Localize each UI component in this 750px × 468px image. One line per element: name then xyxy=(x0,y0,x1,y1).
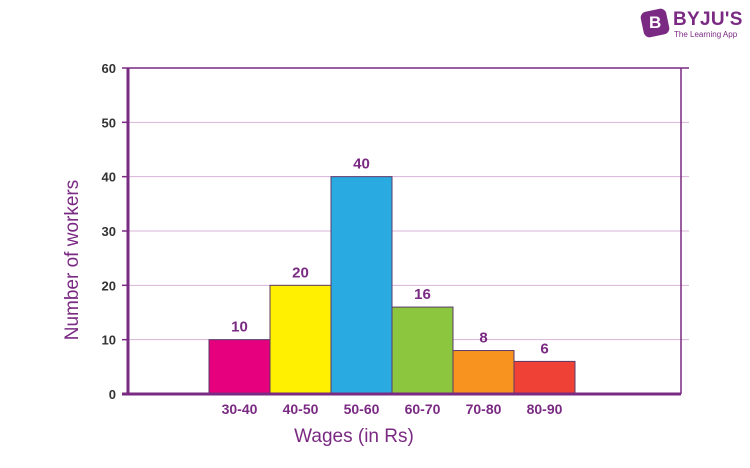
bar-30-40 xyxy=(208,339,271,395)
bar-data-label: 40 xyxy=(353,156,370,173)
x-axis-title: Wages (in Rs) xyxy=(294,426,414,447)
bar-data-labels: 10 20 40 16 8 6 xyxy=(231,156,549,358)
x-tick-label: 30-40 xyxy=(222,401,258,417)
bar-data-label: 10 xyxy=(231,319,248,336)
bar-data-label: 6 xyxy=(540,340,548,357)
y-tick-label: 30 xyxy=(102,224,116,239)
y-tick-label: 0 xyxy=(109,387,116,402)
bar-80-90 xyxy=(513,360,576,395)
y-tick-label: 10 xyxy=(102,333,116,348)
x-tick-label: 70-80 xyxy=(466,401,502,417)
x-tick-label: 40-50 xyxy=(283,401,319,417)
y-tick-label: 50 xyxy=(102,115,116,130)
bar-data-label: 16 xyxy=(414,286,431,303)
y-axis-title: Number of workers xyxy=(62,180,83,341)
y-tick-labels: 0 10 20 30 40 50 60 xyxy=(102,61,116,402)
bars xyxy=(208,176,576,395)
bar-data-label: 8 xyxy=(479,330,487,347)
bar-70-80 xyxy=(452,350,515,395)
logo-name: BYJU'S xyxy=(673,9,743,30)
bar-60-70 xyxy=(391,306,454,395)
logo-tagline: The Learning App xyxy=(674,30,738,39)
y-tick-label: 20 xyxy=(102,278,116,293)
bar-40-50 xyxy=(269,284,332,395)
x-tick-label: 80-90 xyxy=(527,401,563,417)
bar-data-label: 20 xyxy=(292,264,309,281)
y-tick-label: 40 xyxy=(102,170,116,185)
bar-50-60 xyxy=(330,176,393,395)
x-tick-label: 60-70 xyxy=(405,401,441,417)
axes xyxy=(122,67,689,396)
byjus-logo: BYJU'S The Learning App xyxy=(639,6,748,42)
y-tick-label: 60 xyxy=(102,61,116,76)
gridlines xyxy=(128,67,689,341)
x-tick-labels: 30-40 40-50 50-60 60-70 70-80 80-90 xyxy=(222,401,563,417)
x-tick-label: 50-60 xyxy=(344,401,380,417)
